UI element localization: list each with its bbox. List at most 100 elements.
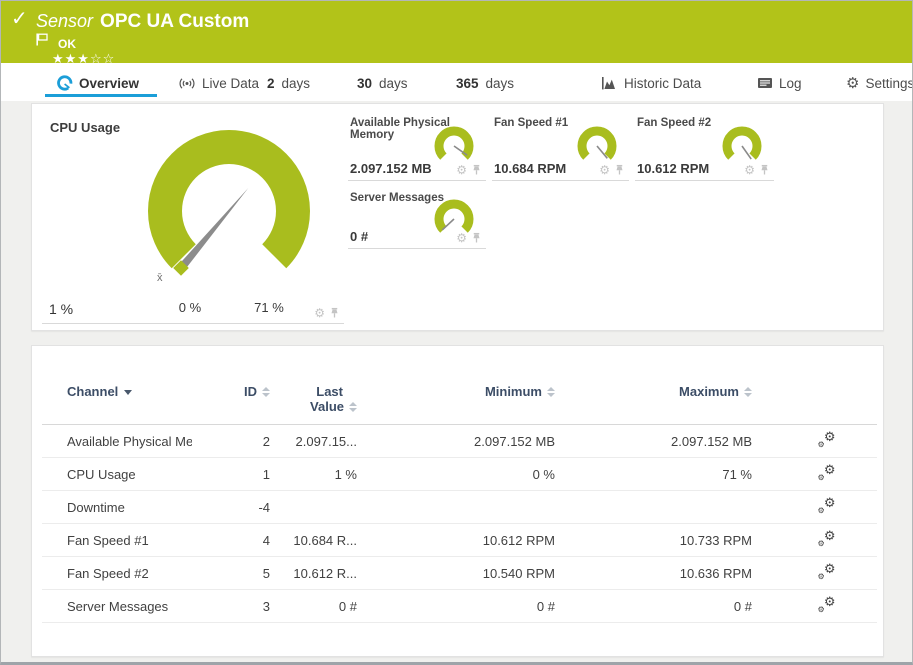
channel-minimum: 2.097.152 MB [357,424,555,458]
channel-last-value: 10.684 R... [270,523,357,557]
sort-icon [547,386,555,397]
channel-settings-icon[interactable]: ⚙ ⚙ [817,461,836,482]
gear-icon[interactable]: ⚙ [744,163,755,177]
gear-icon[interactable]: ⚙ [456,163,467,177]
channel-name: CPU Usage [42,457,192,491]
gauge-title: Available Physical Memory [350,117,450,141]
status-check-icon: ✓ [11,8,28,30]
pin-icon[interactable] [471,164,482,176]
gauge-current-value: 1 % [49,301,74,317]
gauge-scale-min: 0 % [178,300,202,315]
channel-last-value [270,490,357,524]
gauge-current-value: 0 # [350,229,369,244]
channel-settings-icon[interactable]: ⚙ ⚙ [817,527,836,548]
gauge-current-value: 2.097.152 MB [350,161,432,176]
tab-settings[interactable]: ⚙ Settings [846,71,913,95]
table-row[interactable]: Fan Speed #1 4 10.684 R... 10.612 RPM 10… [42,523,877,557]
tab-overview[interactable]: Overview [57,71,139,95]
tab-365-days-label: days [485,75,515,91]
tab-365-days-number: 365 [456,75,479,91]
channel-minimum [357,490,555,524]
sort-icon [349,401,357,412]
column-header-minimum[interactable]: Minimum [357,366,555,425]
pin-icon[interactable] [759,164,770,176]
channel-settings-icon[interactable]: ⚙ ⚙ [817,428,836,449]
table-row[interactable]: Available Physical Mem... 2 2.097.15... … [42,424,877,458]
tab-overview-label: Overview [79,75,140,91]
gauge-scale-max: 71 % [254,300,284,315]
table-row[interactable]: Downtime -4 ⚙ ⚙ [42,490,877,524]
page-title: OPC UA Custom [100,11,250,32]
channel-maximum: 0 # [555,589,752,623]
log-list-icon [757,76,773,90]
tab-30-days-label: days [379,75,408,91]
stars-empty: ☆☆ [89,51,116,66]
table-row[interactable]: Server Messages 3 0 # 0 # 0 # ⚙ ⚙ [42,589,877,623]
channel-maximum [555,490,752,524]
active-tab-underline [45,94,157,97]
channel-settings-icon[interactable]: ⚙ ⚙ [817,560,836,581]
gauge-title: Fan Speed #1 [494,117,569,129]
pin-icon[interactable] [329,307,340,319]
server-messages-gauge [434,199,474,233]
broadcast-icon [178,76,196,91]
channel-minimum: 10.612 RPM [357,523,555,557]
column-header-id[interactable]: ID [192,366,270,425]
gauge-needle [453,145,468,156]
channel-id: 1 [192,457,270,491]
sensor-header: ✓ Sensor OPC UA Custom ★★★☆☆ OK [1,1,912,66]
tab-historic-data[interactable]: Historic Data [601,71,701,95]
table-row[interactable]: CPU Usage 1 1 % 0 % 71 % ⚙ ⚙ [42,457,877,491]
tab-historic-data-label: Historic Data [624,75,702,91]
tab-log[interactable]: Log [757,71,802,95]
tab-2-days-label: days [281,75,311,91]
area-chart-icon [601,76,618,91]
sort-icon [744,386,752,397]
gear-icon[interactable]: ⚙ [599,163,610,177]
tab-365-days[interactable]: 365 days [456,71,514,95]
tab-30-days[interactable]: 30 days [357,71,408,95]
channel-last-value: 0 # [270,589,357,623]
pin-icon[interactable] [471,232,482,244]
flag-icon[interactable] [36,33,254,46]
channel-name: Fan Speed #2 [42,556,192,590]
channel-id: 3 [192,589,270,623]
column-header-channel[interactable]: Channel [42,366,192,425]
channel-minimum: 0 % [357,457,555,491]
gauge-title: Server Messages [350,192,444,204]
gear-icon[interactable]: ⚙ [314,306,325,320]
gauge-needle [596,145,608,159]
channel-settings-icon[interactable]: ⚙ ⚙ [817,494,836,515]
gear-icon[interactable]: ⚙ [456,231,467,245]
channel-name: Downtime [42,490,192,524]
gauge-current-value: 10.612 RPM [637,161,710,176]
channel-id: 4 [192,523,270,557]
pin-icon[interactable] [614,164,625,176]
server-messages-gauge-tile: Server Messages 0 # ⚙ [348,188,486,249]
tab-settings-label: Settings [865,75,913,91]
channels-table: Channel ID Last Value Minimum Maximum Av… [42,366,877,623]
channel-id: -4 [192,490,270,524]
gauge-needle [441,218,455,231]
table-header-row: Channel ID Last Value Minimum Maximum [42,366,877,425]
column-header-last-value[interactable]: Last Value [270,366,357,425]
tab-live-data[interactable]: Live Data [178,71,259,95]
fan1-gauge-tile: Fan Speed #1 10.684 RPM ⚙ [492,113,629,181]
gauge-title: Fan Speed #2 [637,117,712,129]
table-row[interactable]: Fan Speed #2 5 10.612 R... 10.540 RPM 10… [42,556,877,590]
channel-name: Available Physical Mem... [42,424,192,458]
column-header-maximum[interactable]: Maximum [555,366,752,425]
tab-2-days[interactable]: 2 days [267,71,310,95]
gauge-icon [57,75,73,91]
channel-settings-icon[interactable]: ⚙ ⚙ [817,593,836,614]
gauge-title: CPU Usage [50,120,121,135]
channel-maximum: 2.097.152 MB [555,424,752,458]
channel-last-value: 1 % [270,457,357,491]
tab-2-days-number: 2 [267,75,275,91]
channel-maximum: 10.733 RPM [555,523,752,557]
channel-maximum: 71 % [555,457,752,491]
priority-stars[interactable]: ★★★☆☆ [52,51,115,66]
tab-30-days-number: 30 [357,75,373,91]
tab-log-label: Log [779,75,802,91]
